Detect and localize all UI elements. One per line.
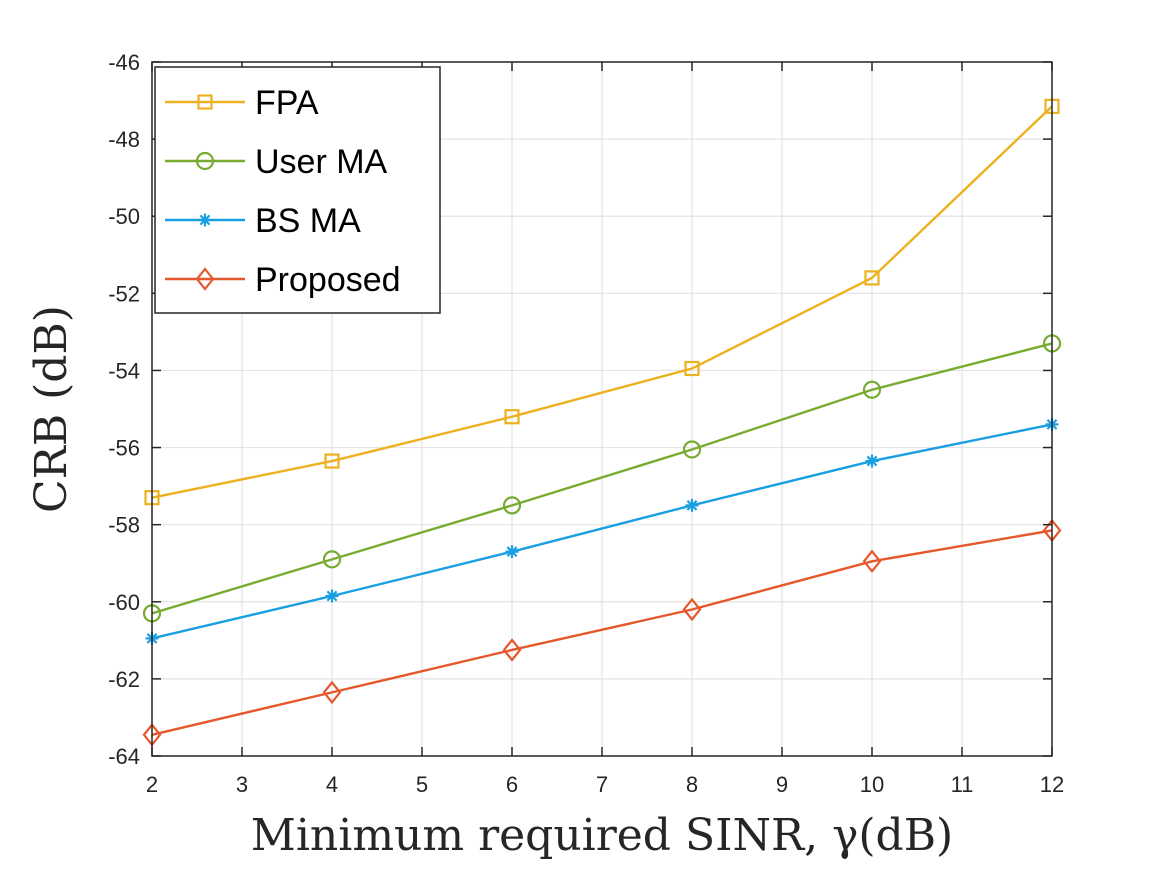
data-point-user-ma — [682, 440, 702, 459]
data-point-bs-ma — [325, 589, 339, 603]
x-tick-label: 6 — [506, 772, 518, 797]
series-group — [142, 98, 1062, 747]
data-point-user-ma — [862, 380, 882, 399]
data-point-proposed — [502, 638, 522, 662]
legend-label: FPA — [255, 84, 319, 122]
legend-entry-proposed: Proposed — [165, 261, 401, 299]
x-axis-title: Minimum required SINR, γ(dB) — [251, 810, 953, 861]
data-point-bs-ma — [505, 545, 519, 559]
x-tick-label: 9 — [776, 772, 788, 797]
series-line-bs-ma — [151, 423, 1053, 640]
series-proposed — [142, 518, 1062, 747]
y-tick-label: -64 — [108, 744, 140, 769]
x-tick-label: 11 — [951, 772, 974, 797]
y-tick-label: -56 — [108, 436, 140, 461]
x-tick-label: 2 — [146, 772, 158, 797]
data-point-fpa — [684, 360, 700, 377]
legend-label: Proposed — [255, 261, 401, 299]
data-point-fpa — [864, 270, 880, 286]
y-tick-label: -62 — [108, 667, 140, 692]
y-tick-label: -46 — [108, 50, 140, 75]
legend-marker — [197, 94, 213, 110]
x-tick-label: 3 — [236, 772, 248, 797]
x-tick-label: 5 — [416, 772, 428, 797]
legend-label: BS MA — [255, 202, 361, 240]
legend: FPA User MA BS MA Proposed — [154, 66, 441, 314]
y-tick-label: -54 — [108, 358, 140, 383]
data-point-fpa — [324, 453, 340, 469]
legend-entry-bs-ma: BS MA — [165, 202, 361, 240]
y-tick-label: -50 — [108, 204, 140, 229]
x-tick-label: 7 — [596, 772, 608, 797]
legend-entry-user-ma: User MA — [165, 143, 388, 181]
data-point-fpa — [504, 409, 520, 425]
legend-marker — [195, 267, 215, 291]
series-line-user-ma — [151, 342, 1053, 615]
data-point-bs-ma — [685, 498, 699, 512]
legend-label: User MA — [255, 143, 388, 181]
x-tick-label: 8 — [686, 772, 698, 797]
data-point-proposed — [862, 549, 882, 574]
data-point-bs-ma — [865, 454, 879, 468]
series-line-fpa — [151, 105, 1053, 499]
data-point-user-ma — [322, 550, 342, 569]
legend-entry-fpa: FPA — [165, 84, 319, 122]
series-line-proposed — [151, 529, 1053, 736]
x-tick-label: 12 — [1040, 772, 1064, 797]
y-tick-label: -60 — [108, 590, 140, 615]
y-tick-label: -58 — [108, 513, 140, 538]
y-tick-label: -48 — [108, 127, 140, 152]
legend-marker — [198, 213, 212, 227]
data-point-proposed — [682, 597, 702, 622]
y-tick-label: -52 — [108, 281, 140, 306]
axes: 2 3 4 5 6 7 8 9 10 11 12 -46 -48 -50 -52 -54 -56 -58 -60 -6… — [108, 50, 1064, 797]
data-point-proposed — [322, 680, 342, 705]
x-tick-label: 10 — [860, 772, 884, 797]
x-tick-label: 4 — [326, 772, 338, 797]
legend-marker — [195, 151, 215, 171]
data-point-user-ma — [502, 496, 522, 515]
y-axis-title: CRB (dB) — [26, 305, 77, 513]
